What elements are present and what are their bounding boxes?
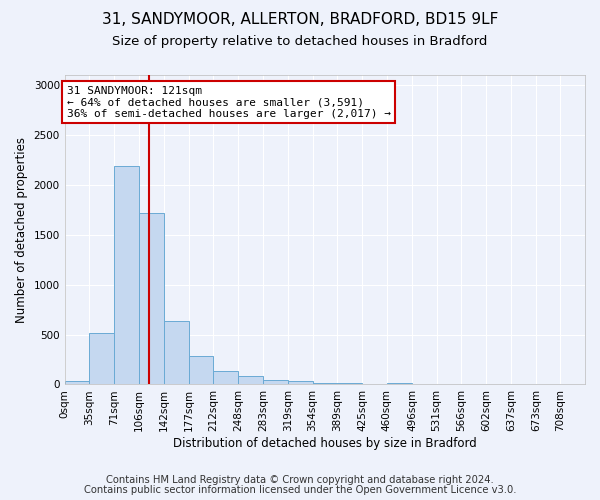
Bar: [263, 380, 288, 384]
Bar: [288, 382, 313, 384]
Bar: [65, 382, 89, 384]
Bar: [89, 332, 115, 384]
Bar: [213, 371, 238, 384]
Text: Size of property relative to detached houses in Bradford: Size of property relative to detached ho…: [112, 35, 488, 48]
Bar: [164, 320, 188, 384]
Bar: [139, 213, 164, 384]
Bar: [238, 376, 263, 384]
Y-axis label: Number of detached properties: Number of detached properties: [15, 136, 28, 322]
Text: Contains public sector information licensed under the Open Government Licence v3: Contains public sector information licen…: [84, 485, 516, 495]
X-axis label: Distribution of detached houses by size in Bradford: Distribution of detached houses by size …: [173, 437, 477, 450]
Bar: [387, 382, 412, 384]
Bar: [313, 382, 337, 384]
Text: 31 SANDYMOOR: 121sqm
← 64% of detached houses are smaller (3,591)
36% of semi-de: 31 SANDYMOOR: 121sqm ← 64% of detached h…: [67, 86, 391, 119]
Text: Contains HM Land Registry data © Crown copyright and database right 2024.: Contains HM Land Registry data © Crown c…: [106, 475, 494, 485]
Text: 31, SANDYMOOR, ALLERTON, BRADFORD, BD15 9LF: 31, SANDYMOOR, ALLERTON, BRADFORD, BD15 …: [102, 12, 498, 28]
Bar: [115, 166, 139, 384]
Bar: [188, 356, 213, 384]
